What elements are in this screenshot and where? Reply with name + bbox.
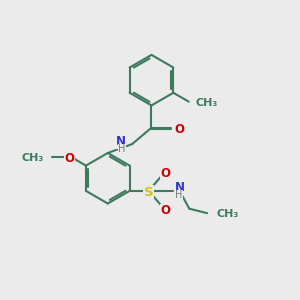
Text: O: O (64, 152, 74, 165)
Text: CH₃: CH₃ (22, 153, 44, 164)
Text: N: N (116, 135, 126, 148)
Text: S: S (144, 186, 153, 199)
Text: CH₃: CH₃ (216, 209, 238, 219)
Text: O: O (160, 167, 171, 180)
Text: CH₃: CH₃ (195, 98, 218, 108)
Text: O: O (160, 204, 171, 217)
Text: O: O (174, 123, 184, 136)
Text: H: H (118, 144, 126, 154)
Text: N: N (176, 182, 185, 194)
Text: H: H (176, 190, 183, 200)
